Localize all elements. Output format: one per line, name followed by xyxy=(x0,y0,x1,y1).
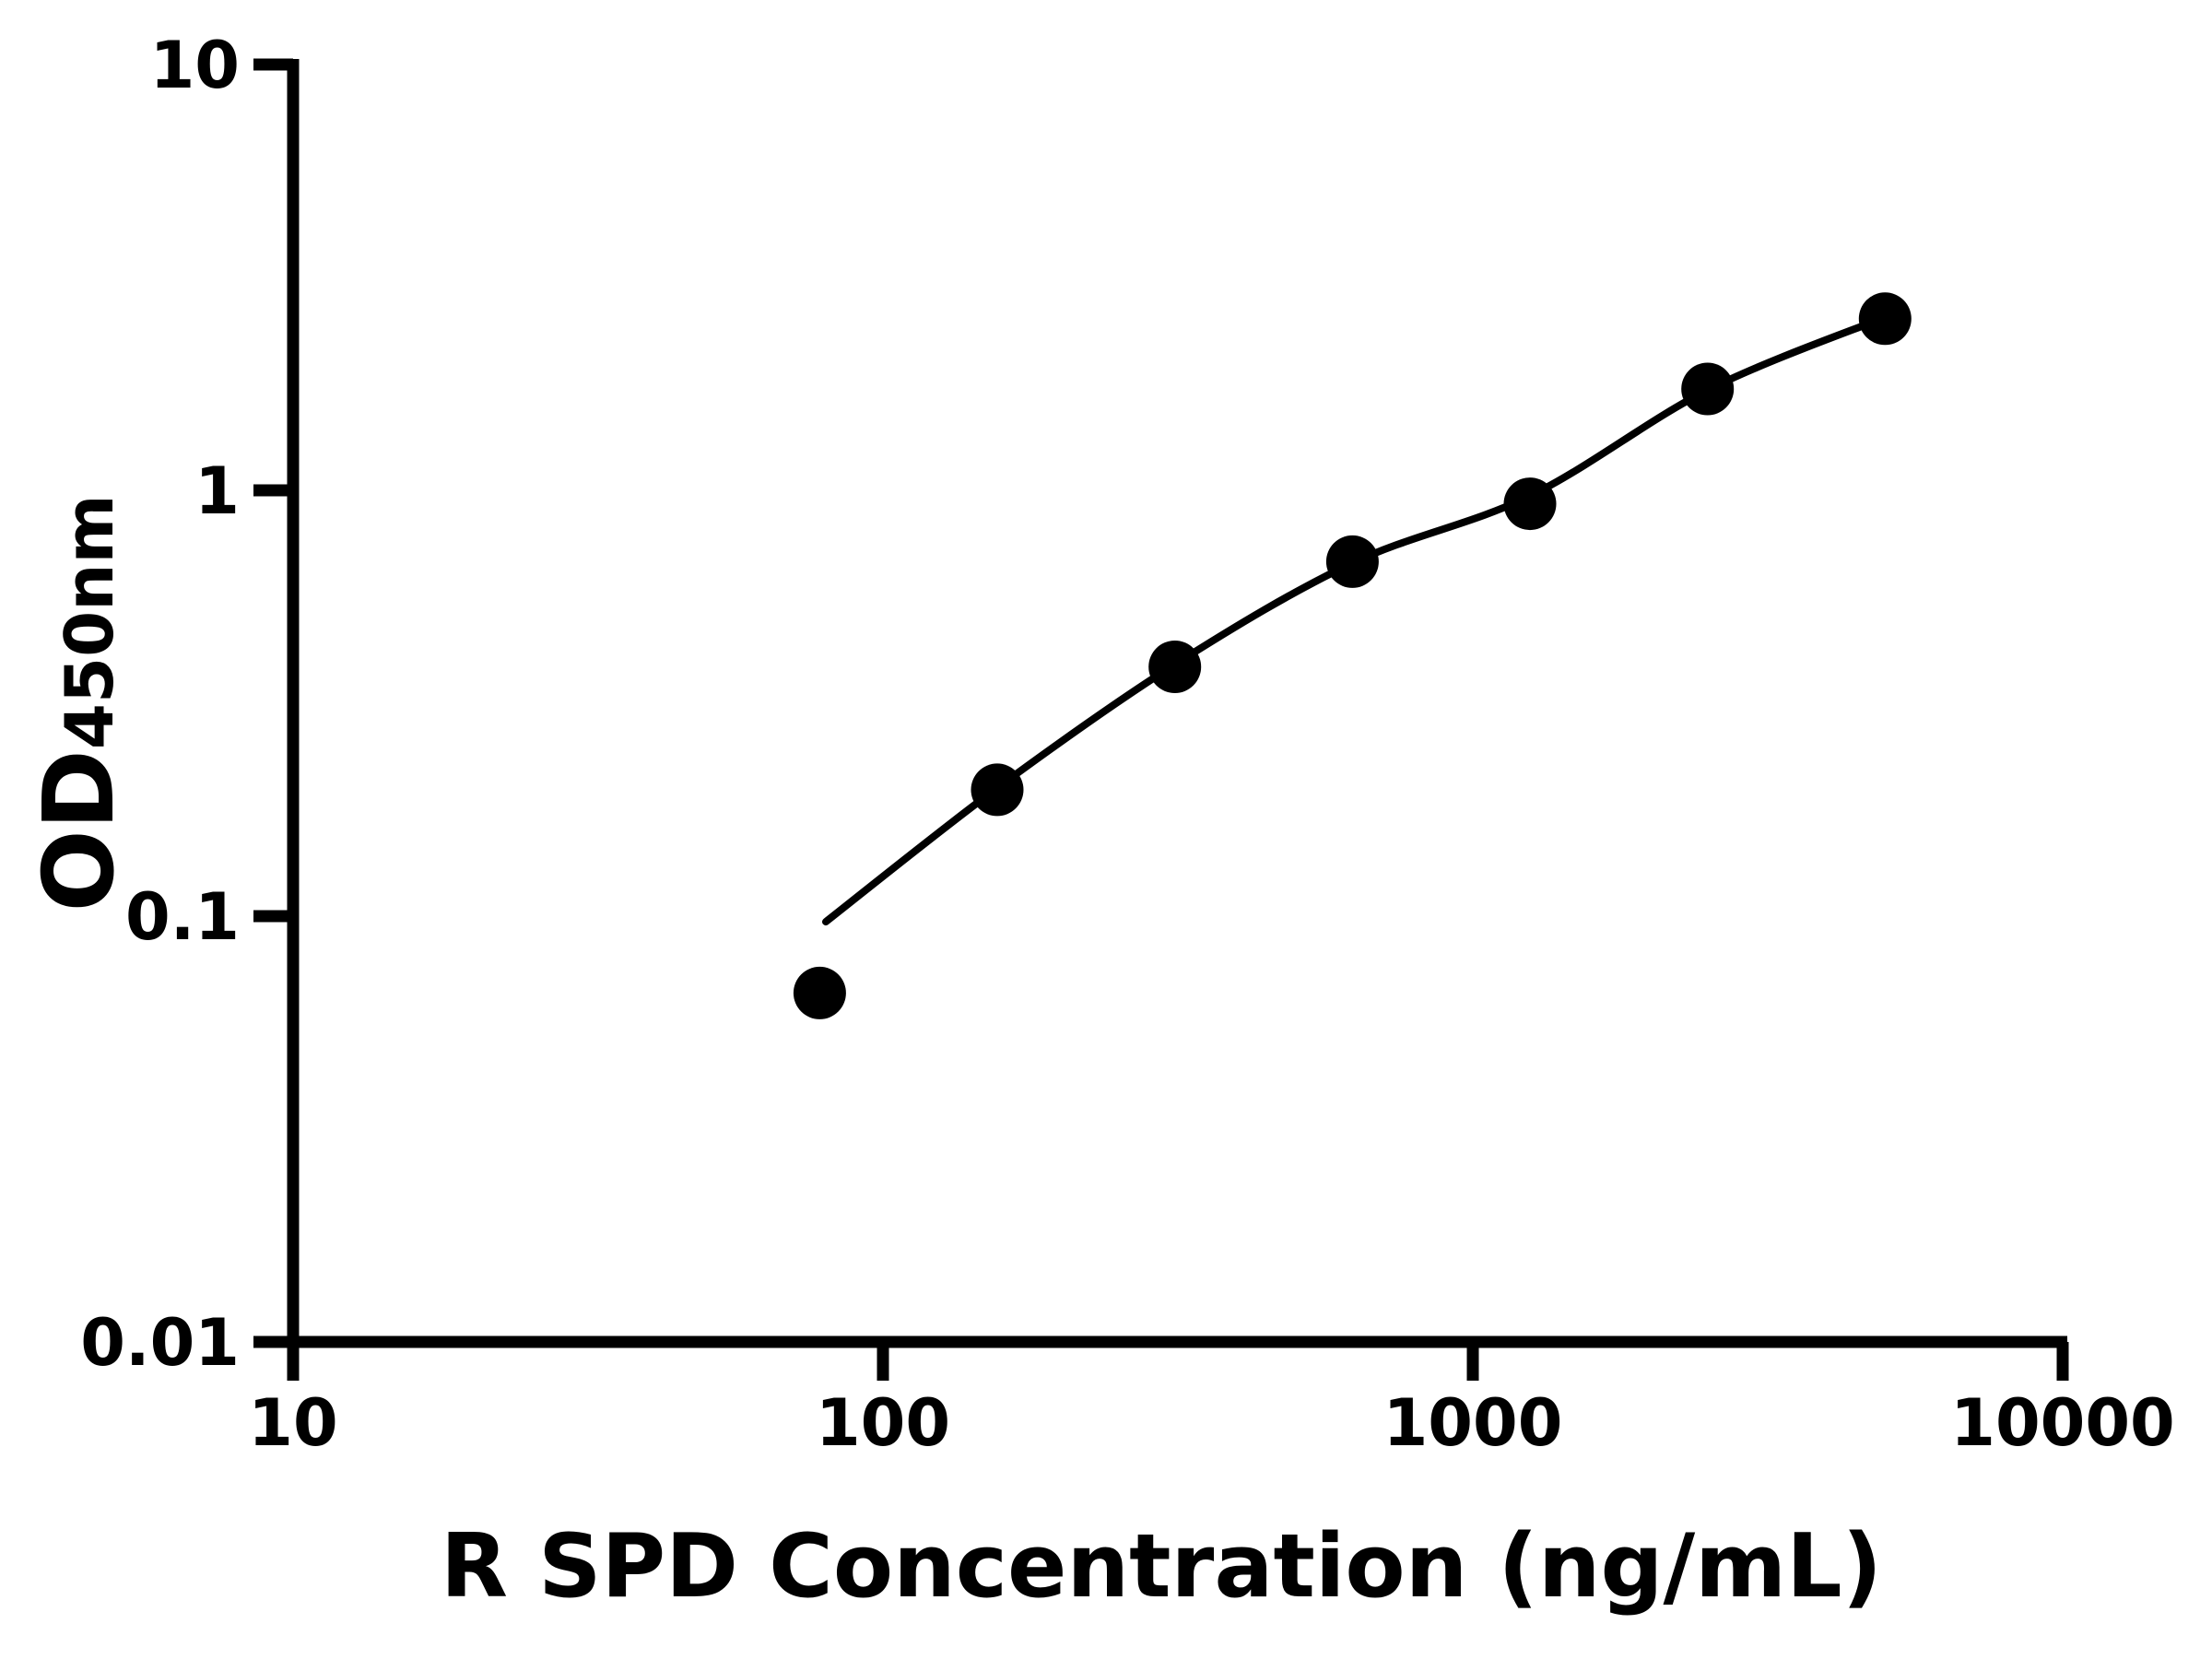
x-axis-title: R SPD Concentration (ng/mL) xyxy=(441,1516,1882,1618)
data-point-marker xyxy=(1325,535,1379,588)
data-point-marker xyxy=(1858,292,1912,346)
y-tick-label: 0.01 xyxy=(80,1305,240,1381)
axes-lines xyxy=(287,59,2067,1348)
x-axis-tick-labels: 10 100 1000 10000 xyxy=(248,1385,2174,1461)
x-tick-label: 100 xyxy=(816,1385,950,1461)
y-tick-label: 1 xyxy=(194,453,240,529)
x-tick-label: 10000 xyxy=(1950,1385,2175,1461)
data-point-marker xyxy=(1148,641,1202,693)
data-point-marker xyxy=(1503,477,1557,531)
y-axis-title: OD450nm xyxy=(23,495,135,912)
y-axis-title-sub: 450nm xyxy=(51,495,128,750)
y-axis-ticks xyxy=(253,58,293,1348)
data-point-marker xyxy=(971,763,1024,817)
y-tick-label: 0.1 xyxy=(125,879,240,955)
x-axis-ticks xyxy=(287,1342,2069,1381)
x-tick-label: 10 xyxy=(248,1385,337,1461)
y-axis-tick-labels: 10 1 0.1 0.01 xyxy=(80,28,240,1381)
y-axis-title-main: OD xyxy=(23,749,135,912)
y-tick-label: 10 xyxy=(150,28,240,103)
x-tick-label: 1000 xyxy=(1383,1385,1563,1461)
data-point-marker xyxy=(1681,362,1735,416)
data-point-marker xyxy=(793,966,846,1019)
fitted-curve-line xyxy=(822,313,1889,926)
data-point-markers xyxy=(793,292,1912,1019)
